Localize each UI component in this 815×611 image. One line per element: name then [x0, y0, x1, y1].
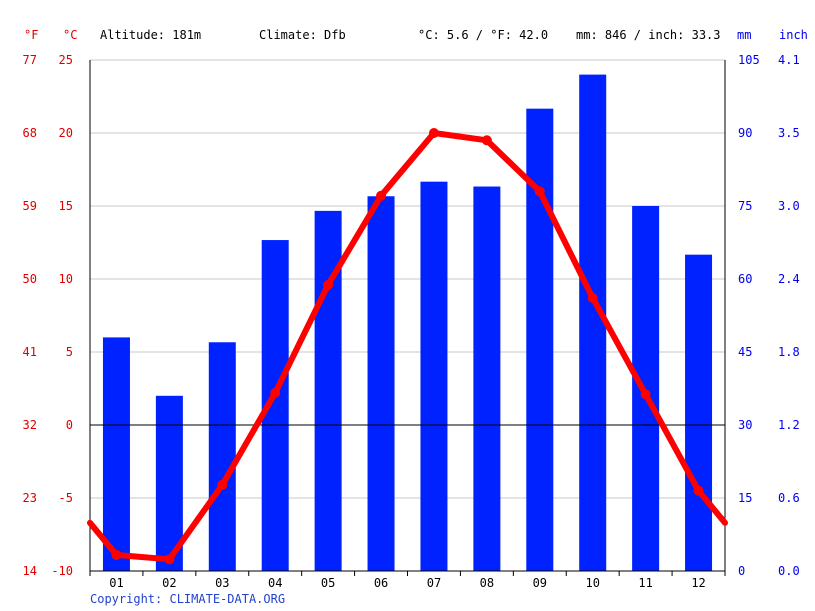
tick-label-mm: 0 [738, 564, 745, 578]
month-label: 03 [215, 576, 229, 590]
temperature-point [640, 389, 651, 400]
tick-label-celsius: 5 [66, 345, 73, 359]
temperature-point [270, 387, 281, 398]
unit-fahrenheit: °F [24, 28, 39, 42]
tick-label-mm: 75 [738, 199, 752, 213]
tick-label-inch: 0.0 [778, 564, 800, 578]
temperature-point [164, 554, 175, 565]
temperature-point [376, 190, 387, 201]
tick-label-fahrenheit: 32 [23, 418, 37, 432]
temperature-line [87, 130, 728, 563]
unit-mm: mm [737, 28, 752, 42]
tick-label-celsius: 20 [59, 126, 73, 140]
tick-label-celsius: 10 [59, 272, 73, 286]
month-label: 06 [374, 576, 388, 590]
temperature-point [481, 135, 492, 146]
tick-label-inch: 1.8 [778, 345, 800, 359]
temperature-point [428, 128, 439, 138]
month-label: 11 [638, 576, 652, 590]
tick-label-fahrenheit: 59 [23, 199, 37, 213]
month-label: 05 [321, 576, 335, 590]
precipitation-bar [102, 337, 130, 571]
month-label: 12 [691, 576, 705, 590]
precipitation-bar [473, 186, 501, 572]
temperature-point [693, 485, 704, 496]
unit-inch: inch [779, 28, 808, 42]
tick-label-mm: 30 [738, 418, 752, 432]
tick-label-mm: 60 [738, 272, 752, 286]
precipitation-total-label: mm: 846 / inch: 33.3 [576, 28, 721, 42]
altitude-label: Altitude: 181m [100, 28, 202, 42]
tick-label-fahrenheit: 68 [23, 126, 37, 140]
tick-label-inch: 2.4 [778, 272, 800, 286]
tick-label-celsius: 25 [59, 53, 73, 67]
temperature-point [587, 292, 598, 303]
precipitation-bar [208, 342, 236, 571]
tick-label-fahrenheit: 14 [23, 564, 37, 578]
tick-label-mm: 45 [738, 345, 752, 359]
climate-label: Climate: Dfb [259, 28, 346, 42]
tick-label-fahrenheit: 77 [23, 53, 37, 67]
tick-label-inch: 3.5 [778, 126, 800, 140]
tick-label-celsius: -10 [51, 564, 73, 578]
month-label: 07 [427, 576, 441, 590]
tick-label-mm: 15 [738, 491, 752, 505]
tick-label-celsius: -5 [59, 491, 73, 505]
month-label: 02 [162, 576, 176, 590]
tick-label-inch: 4.1 [778, 53, 800, 67]
copyright-label: Copyright: CLIMATE-DATA.ORG [90, 592, 286, 606]
tick-label-celsius: 15 [59, 199, 73, 213]
month-label: 10 [585, 576, 599, 590]
tick-label-fahrenheit: 50 [23, 272, 37, 286]
tick-label-mm: 105 [738, 53, 760, 67]
precipitation-bar [579, 74, 607, 571]
tick-label-inch: 1.2 [778, 418, 800, 432]
tick-label-fahrenheit: 23 [23, 491, 37, 505]
precipitation-bar [526, 108, 554, 572]
month-label: 01 [109, 576, 123, 590]
tick-label-fahrenheit: 41 [23, 345, 37, 359]
precipitation-bar [367, 196, 395, 571]
tick-label-inch: 3.0 [778, 199, 800, 213]
tick-label-mm: 90 [738, 126, 752, 140]
precipitation-bar [685, 254, 713, 571]
temperature-point [323, 279, 334, 290]
month-label: 08 [480, 576, 494, 590]
tick-label-inch: 0.6 [778, 491, 800, 505]
unit-celsius: °C [63, 28, 78, 42]
precipitation-bar [420, 181, 448, 571]
temperature-point [217, 479, 228, 490]
temperature-point [111, 549, 122, 560]
month-label: 04 [268, 576, 282, 590]
average-temperature-label: °C: 5.6 / °F: 42.0 [418, 28, 549, 42]
tick-label-celsius: 0 [66, 418, 73, 432]
month-label: 09 [533, 576, 547, 590]
temperature-point [534, 186, 545, 197]
